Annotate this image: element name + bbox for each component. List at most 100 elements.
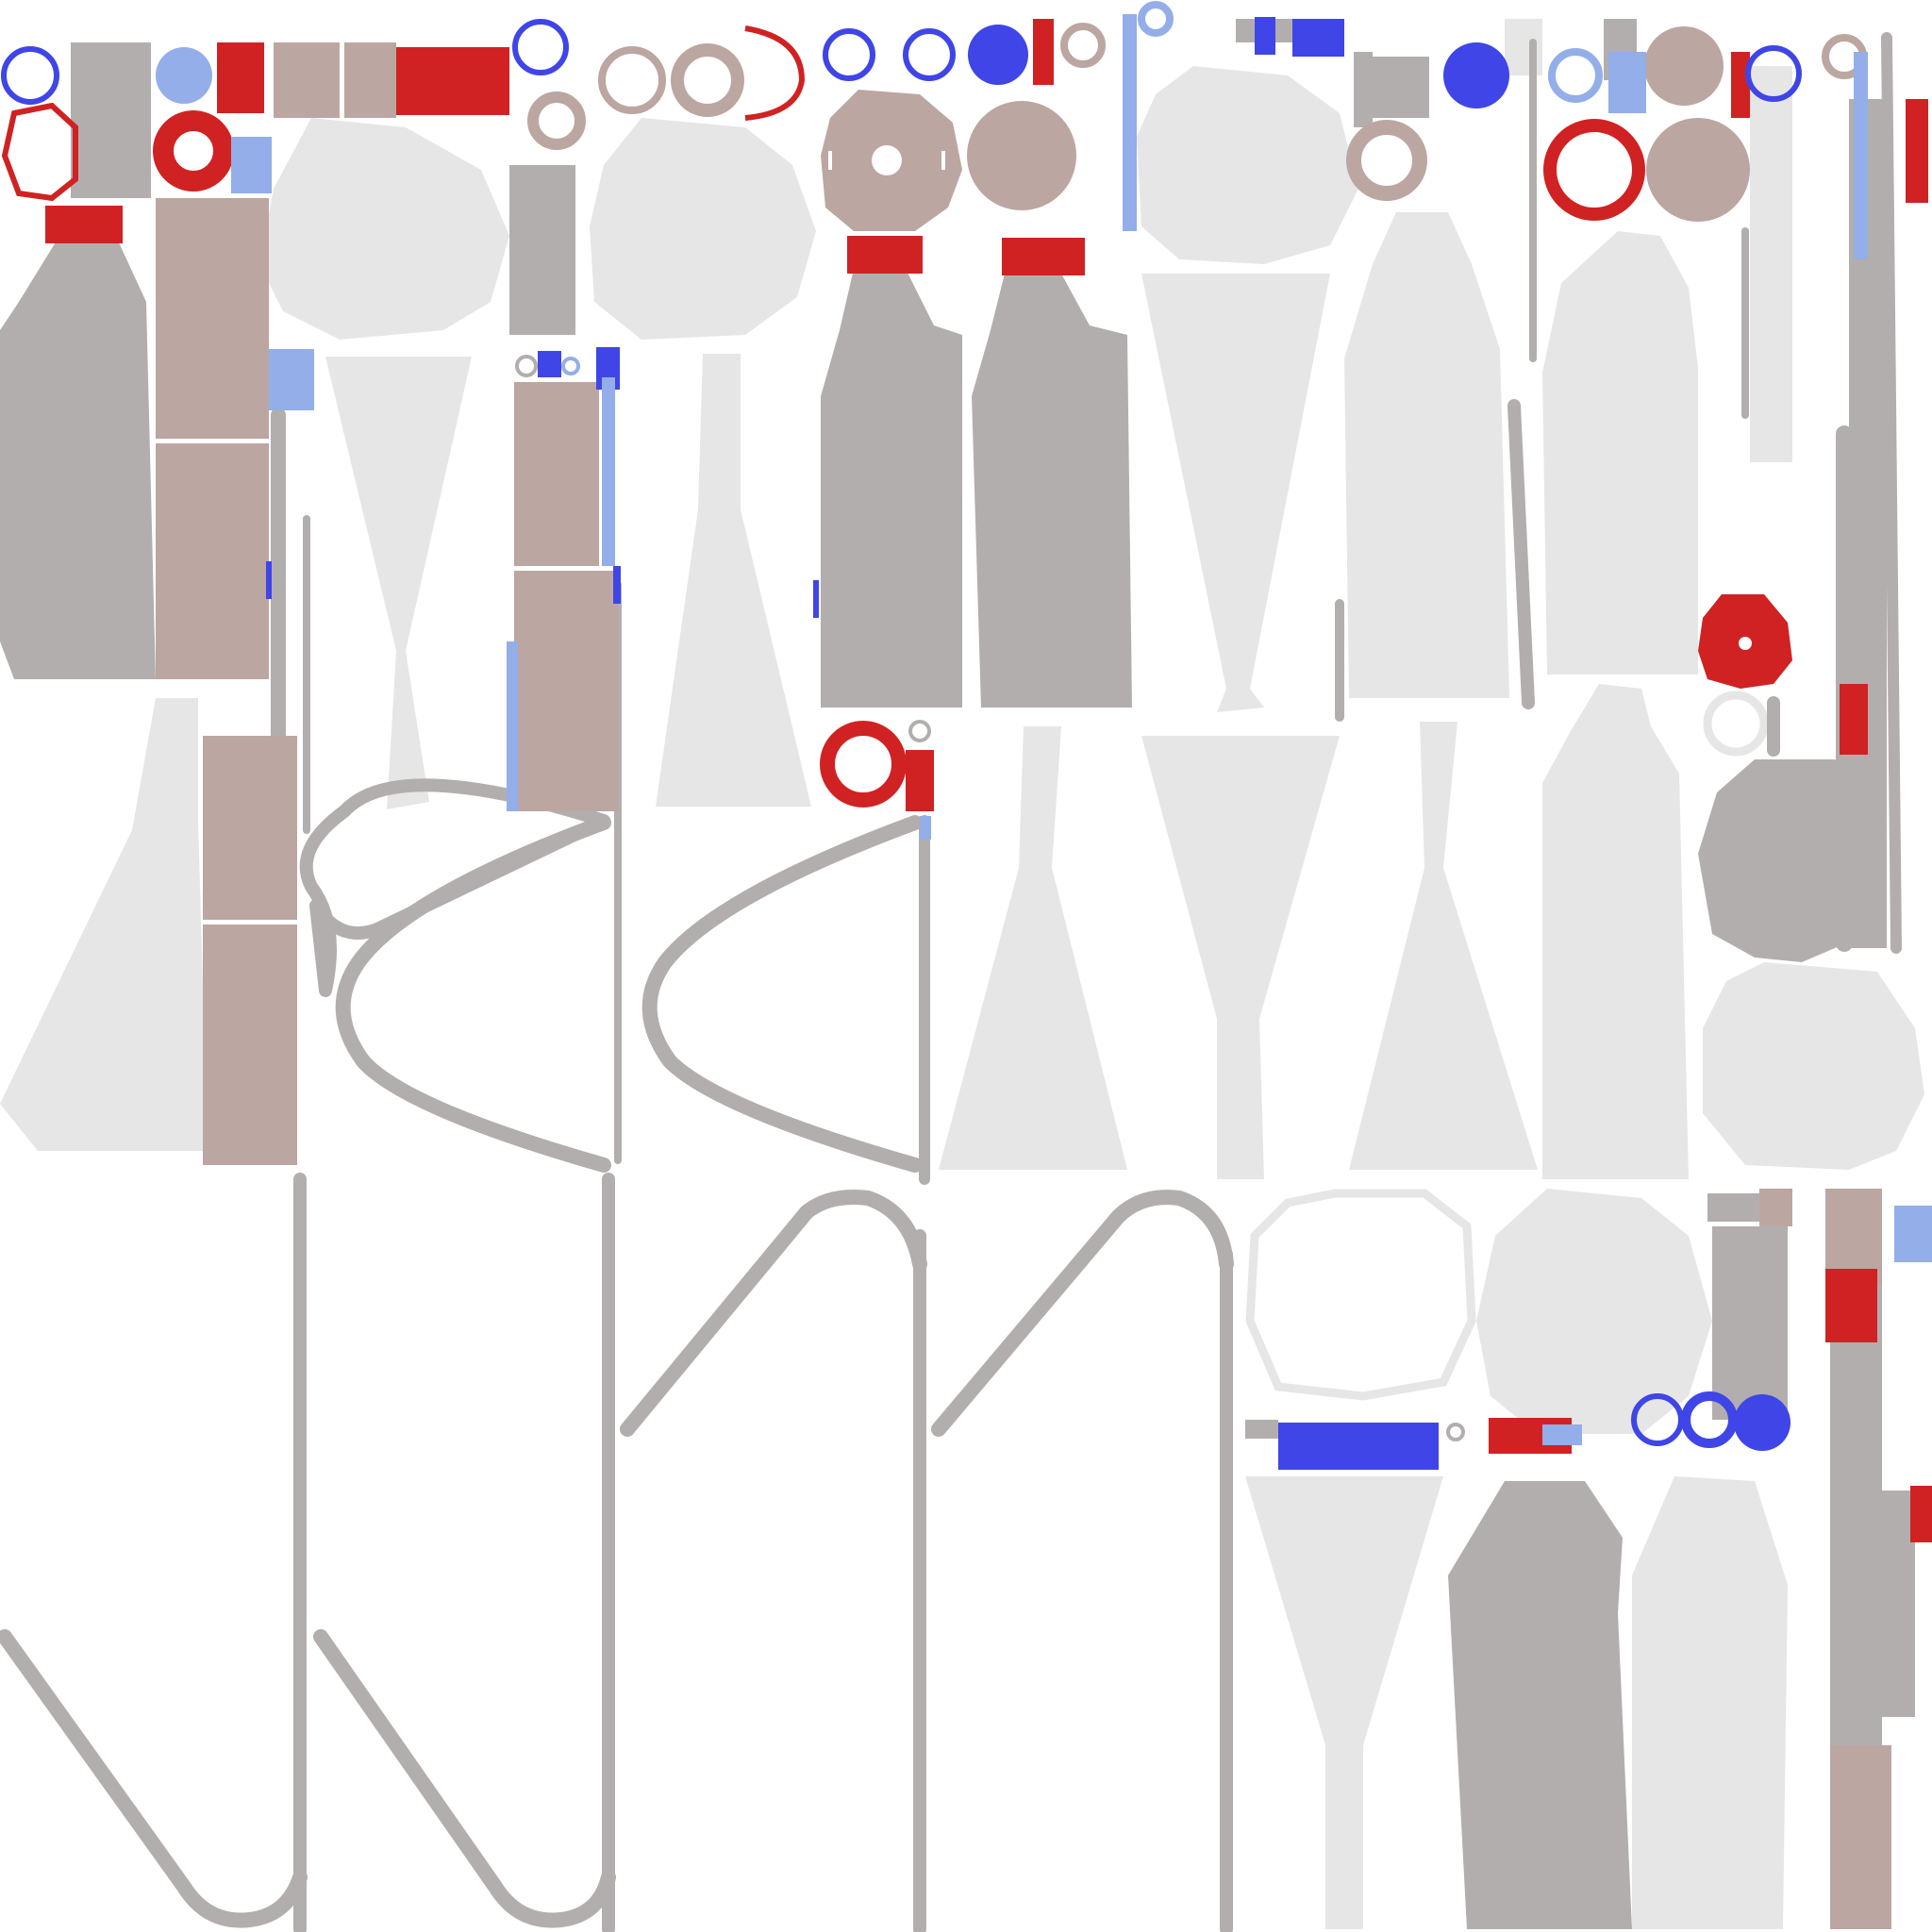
disc-light-blue-1 [156, 47, 212, 104]
ring-taupe-2 [671, 43, 744, 117]
slab-light-blue-1 [231, 137, 272, 193]
strip-blue-3 [813, 580, 819, 618]
slab-taupe-5 [514, 382, 599, 566]
slab-grey-2 [509, 165, 575, 335]
ring-light-blue-1 [1138, 1, 1174, 37]
slab-grey-6 [1877, 1491, 1915, 1717]
slab-grey-4 [1712, 1226, 1788, 1420]
ring-blue-4 [903, 28, 956, 81]
ring-blue-7 [1681, 1391, 1738, 1448]
dodecagon-light-2 [590, 118, 816, 340]
red-rings [1, 25, 1645, 808]
ring-red-2 [820, 721, 907, 808]
grey-rods [271, 32, 1902, 1932]
hole-in-red-disc [1739, 637, 1752, 650]
slab-taupe-7 [274, 42, 340, 118]
flask-light-4 [0, 698, 208, 1151]
disc-blue-2 [1443, 42, 1509, 108]
strip-light-blue-3 [920, 816, 931, 840]
taupe-disc-notches [828, 151, 945, 170]
disc-taupe-2 [1646, 118, 1750, 222]
slab-grey-3 [1373, 57, 1429, 118]
cap-red-3 [1002, 238, 1085, 275]
funnel-light-4 [1245, 1476, 1443, 1929]
hook-5 [299, 778, 610, 997]
arc-2 [641, 815, 923, 1173]
blue-rings [1, 19, 1802, 1448]
ring-blue-2 [512, 19, 569, 75]
arc-red-1 [744, 25, 806, 121]
slab-blue-5 [1255, 17, 1275, 55]
ring-grey-7 [1446, 1423, 1465, 1441]
hook-4 [931, 1190, 1234, 1437]
bottle-light-4 [1632, 1476, 1788, 1929]
ring-red-3 [1543, 119, 1645, 221]
ring-light-small [1703, 691, 1769, 757]
bottle-grey-3 [972, 274, 1132, 708]
hook-2 [313, 1629, 616, 1928]
rod-9 [1507, 399, 1535, 709]
ring-light-blue-3 [561, 357, 580, 375]
slab-taupe-9 [1825, 1189, 1882, 1283]
slab-red-6 [1910, 1486, 1932, 1542]
cap-red-2 [847, 236, 923, 274]
hole-in-taupe-disc [872, 145, 902, 175]
grey-hooks [0, 778, 1234, 1928]
slab-taupe-3 [203, 736, 297, 920]
strip-light-blue-2 [507, 641, 518, 811]
slab-light-blue-3 [1123, 14, 1137, 231]
flask-light-1 [656, 354, 811, 807]
light-blue-pieces [156, 14, 1932, 1445]
disc-taupe-3 [967, 101, 1076, 210]
slab-light-blue-2 [269, 349, 314, 410]
funnel-light-2 [1141, 274, 1330, 712]
ring-taupe-1 [598, 46, 666, 114]
disc-taupe-1 [1644, 26, 1724, 106]
slab-taupe-1 [156, 198, 269, 439]
ring-grey-small-2 [908, 720, 931, 742]
slab-red-3 [1033, 19, 1054, 85]
ring-light-blue-2 [1548, 48, 1603, 103]
dodecagon-light-3 [1137, 66, 1358, 264]
slab-taupe-6 [514, 571, 618, 811]
strip-blue-2 [613, 566, 621, 604]
grey-pieces [0, 19, 1915, 1929]
funnel-light-1 [325, 357, 472, 809]
slab-red-4 [1825, 1269, 1877, 1342]
slab-red-7 [1840, 684, 1868, 755]
bottle-grey-4 [1448, 1481, 1632, 1929]
slab-red-1 [217, 42, 264, 113]
slab-light-blue-7 [1854, 52, 1868, 259]
disc-blue-3 [1734, 1394, 1790, 1451]
slab-blue-2 [1292, 19, 1344, 57]
slab-red-2 [396, 47, 509, 115]
arc-1 [335, 815, 611, 1173]
cap-red-1 [45, 206, 123, 243]
slab-light-blue-4 [1608, 52, 1646, 113]
light-pieces [0, 19, 1924, 1929]
rod-14 [1881, 32, 1902, 954]
bottle-grey-2 [821, 269, 962, 708]
slab-taupe-8 [344, 42, 396, 118]
slab-red-5 [1906, 99, 1928, 203]
disc-blue-1 [968, 25, 1028, 85]
ring-red-4 [1, 102, 78, 202]
strip-blue-1 [266, 561, 272, 599]
flask-light-2 [939, 726, 1127, 1170]
taupe-rings [527, 23, 1867, 1441]
dodecagon-light-5 [1703, 962, 1924, 1170]
slab-light-1 [1750, 66, 1792, 462]
ring-blue-5 [1745, 45, 1802, 102]
slab-red-9 [906, 750, 934, 811]
taupe-pieces [156, 26, 1891, 1929]
hook-3 [620, 1190, 927, 1437]
slab-light-blue-5 [1894, 1206, 1932, 1262]
ring-blue-1 [1, 46, 59, 105]
ring-taupe-5 [1346, 120, 1427, 201]
ring-blue-3 [823, 28, 875, 81]
slab-grey-11 [1245, 1420, 1278, 1439]
slab-taupe-4 [203, 924, 297, 1165]
ring-taupe-3 [527, 92, 586, 150]
grey-arcs [335, 815, 923, 1173]
